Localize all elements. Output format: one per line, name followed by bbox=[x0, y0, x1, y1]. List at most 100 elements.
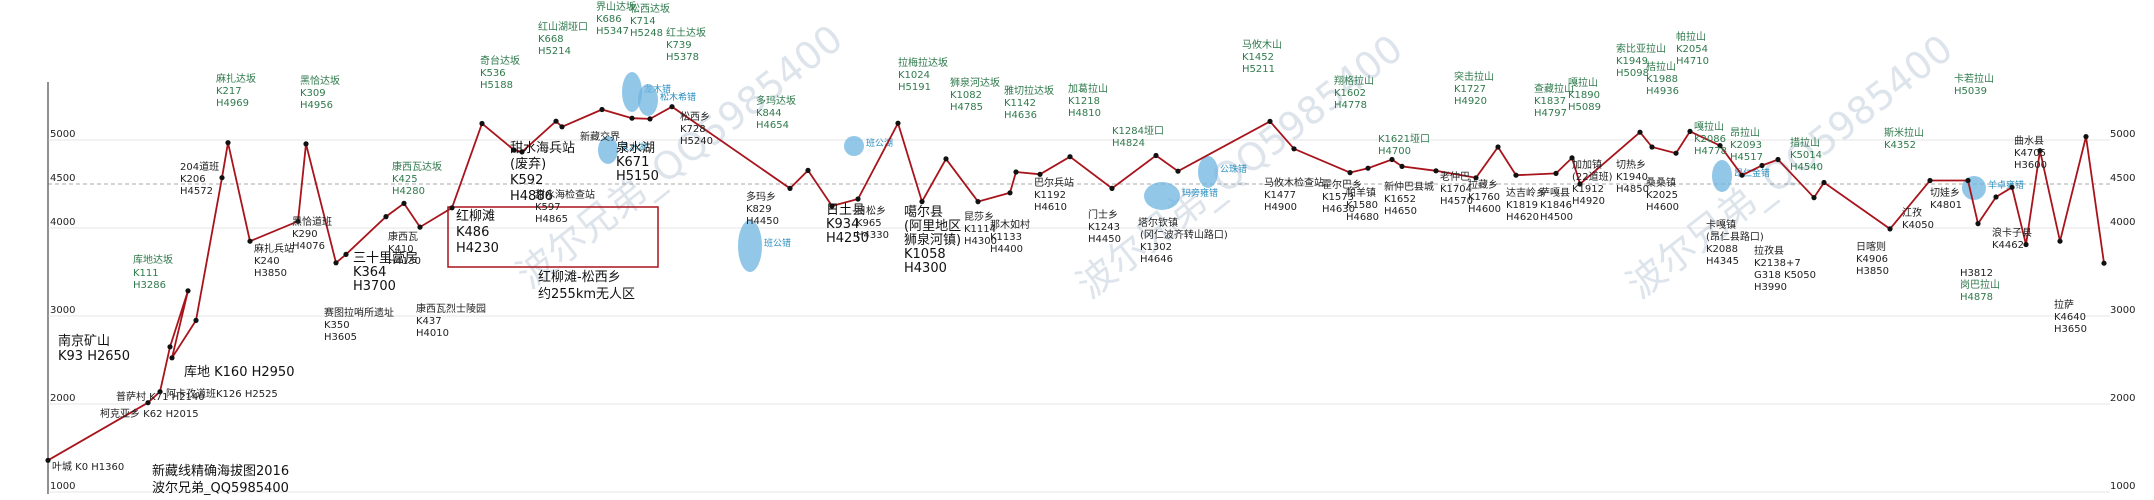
station-label: K4801 bbox=[1930, 200, 1962, 211]
station-label: 嘎拉山 bbox=[1694, 120, 1724, 133]
station-label: K1760 bbox=[1468, 192, 1500, 203]
station-label: K290 bbox=[292, 229, 318, 240]
station-dot bbox=[1927, 177, 1933, 184]
station-label: 噶尔县 bbox=[904, 205, 943, 220]
station-dot bbox=[2083, 134, 2089, 140]
station-dot bbox=[1775, 156, 1781, 163]
y-tick-left-2000: 2000 bbox=[50, 393, 75, 404]
station-dot bbox=[1637, 129, 1643, 135]
station-label: K93 H2650 bbox=[58, 349, 130, 364]
station-label: K350 bbox=[324, 320, 350, 331]
station-label: K844 bbox=[756, 108, 782, 119]
lake-label: 班公错 bbox=[764, 237, 791, 249]
station-dot bbox=[787, 185, 793, 191]
station-label: K1218 bbox=[1068, 96, 1100, 107]
station-dot bbox=[1037, 171, 1043, 177]
station-label: H4300 bbox=[904, 261, 947, 276]
station-dot bbox=[1389, 156, 1395, 163]
station-label: K1142 bbox=[1004, 98, 1036, 109]
station-dot bbox=[193, 317, 199, 323]
station-label: 桑桑镇 bbox=[1646, 176, 1676, 189]
chart-title-line1: 新藏线精确海拔图2016 bbox=[152, 463, 289, 479]
region-note-2: 约255km无人区 bbox=[538, 287, 635, 302]
station-label: H4345 bbox=[1706, 256, 1739, 267]
station-label: 南京矿山 bbox=[58, 333, 110, 349]
station-dot bbox=[669, 104, 675, 110]
station-dot bbox=[1553, 170, 1559, 176]
station-label: 普萨村 K71 H2140 bbox=[116, 390, 205, 403]
station-label: 阿卡孜道班K126 H2525 bbox=[166, 387, 278, 400]
station-dot bbox=[157, 389, 163, 395]
station-label: 索比亚拉山 bbox=[1616, 42, 1666, 55]
station-dot bbox=[1887, 226, 1893, 232]
station-label: H4450 bbox=[746, 216, 779, 227]
station-label: 日土县 bbox=[826, 203, 865, 218]
no-mans-land-box bbox=[447, 206, 659, 268]
lake-label: 泉水湖 bbox=[620, 141, 647, 153]
station-label: H4886 bbox=[510, 189, 553, 204]
station-label: H4778 bbox=[1334, 100, 1367, 111]
station-label: K671 bbox=[616, 155, 649, 170]
station-label: 康西瓦烈士陵园 bbox=[416, 302, 486, 315]
station-label: 库地达坂 bbox=[133, 253, 173, 266]
station-dot bbox=[1007, 190, 1013, 196]
station-label: 红土达坂 bbox=[666, 26, 706, 39]
station-label: K2138+7 bbox=[1754, 258, 1801, 269]
station-dot bbox=[829, 203, 835, 209]
station-label: H4956 bbox=[300, 100, 333, 111]
station-label: H4778 bbox=[1694, 146, 1727, 157]
station-dot bbox=[1811, 195, 1817, 201]
station-dot bbox=[943, 156, 949, 162]
station-label: 岗巴拉山 bbox=[1960, 278, 2000, 291]
station-label: 拉藏乡 bbox=[1468, 178, 1498, 191]
y-tick-left-1000: 1000 bbox=[50, 481, 75, 492]
lake-shape bbox=[638, 84, 658, 116]
station-label: 浪卡子县 bbox=[1992, 226, 2032, 239]
station-label: (废弃) bbox=[510, 156, 546, 172]
station-dot bbox=[479, 120, 485, 127]
station-label: H4330 bbox=[856, 230, 889, 241]
station-label: K4640 bbox=[2054, 312, 2086, 323]
station-dot bbox=[401, 200, 407, 206]
station-label: H4570 bbox=[1440, 196, 1473, 207]
station-label: H4400 bbox=[990, 244, 1023, 255]
station-label: 斯米拉山 bbox=[1884, 126, 1924, 139]
station-label: H5039 bbox=[1954, 86, 1987, 97]
station-label: 奇台达坂 bbox=[480, 54, 520, 67]
station-label: 狮泉河达坂 bbox=[950, 76, 1000, 89]
station-label: H3990 bbox=[1754, 282, 1787, 293]
station-label: 三十里营房 bbox=[353, 250, 418, 266]
lake-label: 公珠错 bbox=[1220, 163, 1247, 175]
region-note-1: 红柳滩-松西乡 bbox=[538, 269, 621, 285]
station-label: 查藏拉山 bbox=[1534, 82, 1574, 95]
station-label: K1727 bbox=[1454, 84, 1486, 95]
station-label: K1912 bbox=[1572, 184, 1604, 195]
station-label: K2086 bbox=[1694, 134, 1726, 145]
station-label: H4230 bbox=[456, 241, 499, 256]
station-dot bbox=[559, 124, 565, 130]
station-dot bbox=[1687, 128, 1693, 134]
station-dot bbox=[1365, 165, 1371, 171]
station-dot bbox=[2057, 238, 2063, 244]
station-dot bbox=[629, 115, 635, 121]
station-label: K1949 bbox=[1616, 56, 1648, 67]
station-label: H4969 bbox=[216, 98, 249, 109]
y-tick-right-3000: 3000 bbox=[2110, 305, 2135, 316]
station-dot bbox=[1993, 194, 1999, 200]
station-dot bbox=[1175, 168, 1181, 174]
station-label: H5214 bbox=[538, 46, 571, 57]
lake-shape bbox=[598, 136, 618, 164]
station-label: K934 bbox=[826, 217, 859, 232]
y-tick-left-4500: 4500 bbox=[50, 173, 75, 184]
station-dot bbox=[1347, 170, 1353, 176]
station-dot bbox=[1569, 155, 1575, 161]
station-label: H4650 bbox=[1384, 206, 1417, 217]
station-label: K4462 bbox=[1992, 240, 2024, 251]
station-dot bbox=[2101, 260, 2107, 266]
y-tick-right-1000: 1000 bbox=[2110, 481, 2135, 492]
station-label: K2025 bbox=[1646, 190, 1678, 201]
station-label: H4636 bbox=[1004, 110, 1037, 121]
station-label: H5211 bbox=[1242, 64, 1275, 75]
y-tick-right-5000: 5000 bbox=[2110, 129, 2135, 140]
